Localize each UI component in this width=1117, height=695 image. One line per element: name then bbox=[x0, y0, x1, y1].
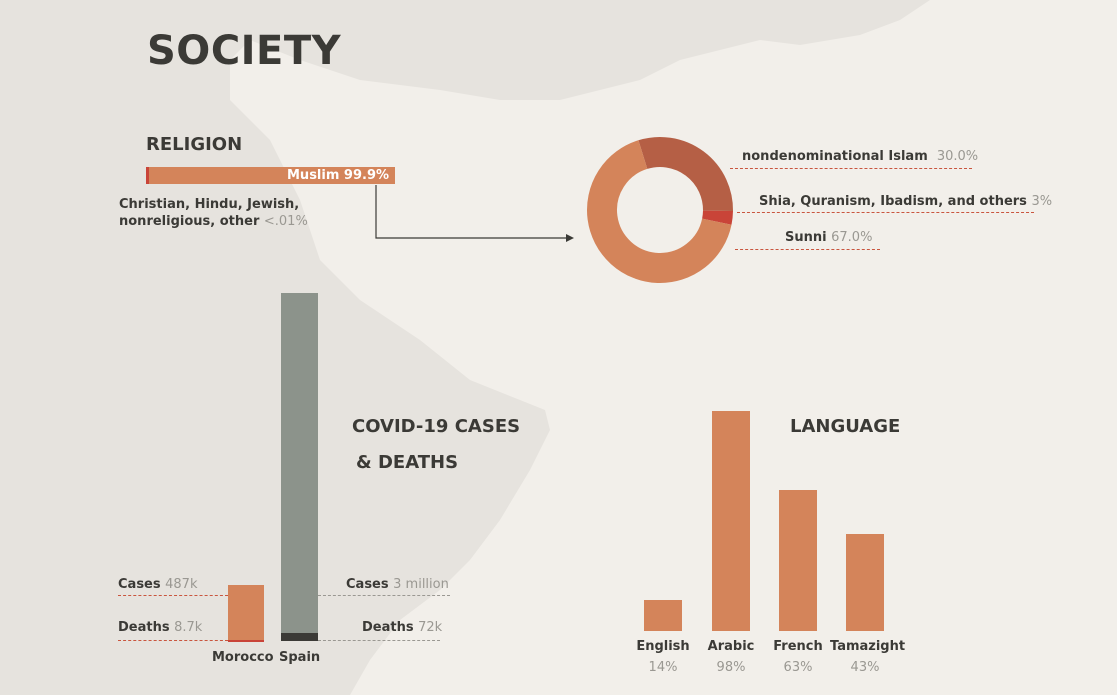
donut-slice-nondenominational bbox=[638, 137, 733, 212]
morocco-cases-value: 487k bbox=[165, 577, 198, 592]
sect-label-nondenominational: nondenominational Islam 30.0% bbox=[742, 149, 978, 164]
language-percent-french: 63% bbox=[783, 660, 813, 675]
other-religion-bar bbox=[146, 167, 149, 184]
language-percent-tamazight: 43% bbox=[850, 660, 880, 675]
language-label-french: French bbox=[773, 639, 823, 654]
sect-label-sunni: Sunni 67.0% bbox=[785, 230, 872, 245]
covid-heading: COVID-19 CASES & DEATHS bbox=[352, 409, 520, 481]
morocco-cases-title: Cases bbox=[118, 577, 161, 592]
covid-heading-line2: & DEATHS bbox=[356, 452, 459, 473]
morocco-deaths-title: Deaths bbox=[118, 620, 170, 635]
donut-slice-sunni bbox=[587, 140, 732, 283]
arrow-head-icon bbox=[566, 234, 574, 242]
spain-cases-label: Cases 3 million bbox=[346, 577, 449, 592]
spain-cases-leader bbox=[318, 595, 450, 596]
morocco-deaths-bar bbox=[228, 640, 264, 642]
language-percent-arabic: 98% bbox=[716, 660, 746, 675]
language-label-arabic: Arabic bbox=[707, 639, 755, 654]
donut-slice-shia bbox=[702, 210, 733, 225]
morocco-deaths-leader bbox=[118, 640, 228, 641]
muslim-bar-label: Muslim 99.9% bbox=[287, 168, 389, 183]
muslim-bar bbox=[146, 167, 395, 184]
sect-value-shia: 3% bbox=[1031, 194, 1053, 209]
covid-heading-line1: COVID-19 CASES bbox=[352, 416, 521, 437]
language-heading: LANGUAGE bbox=[790, 416, 901, 437]
sect-name-nondenominational: nondenominational Islam bbox=[742, 149, 928, 164]
other-religion-label: Christian, Hindu, Jewish, nonreligious, … bbox=[119, 196, 308, 230]
language-bar-french bbox=[779, 489, 817, 631]
language-bar-english bbox=[644, 599, 682, 631]
sect-value-nondenominational: 30.0% bbox=[936, 149, 979, 164]
spain-axis-label: Spain bbox=[279, 650, 321, 665]
sect-name-sunni: Sunni bbox=[785, 230, 827, 245]
language-label-english: English bbox=[636, 639, 690, 654]
spain-deaths-leader bbox=[318, 640, 440, 641]
spain-deaths-value: 72k bbox=[418, 620, 443, 635]
morocco-deaths-value: 8.7k bbox=[174, 620, 203, 635]
spain-cases-value: 3 million bbox=[393, 577, 449, 592]
map-island bbox=[185, 640, 210, 690]
other-religion-value: <.01% bbox=[263, 214, 308, 229]
arrow-line bbox=[375, 185, 568, 239]
language-bar-arabic bbox=[712, 411, 750, 631]
sect-leader-nondenominational bbox=[730, 168, 972, 169]
language-bar-tamazight bbox=[846, 534, 884, 631]
sect-label-shia: Shia, Quranism, Ibadism, and others 3% bbox=[759, 194, 1052, 209]
morocco-cases-bar bbox=[228, 585, 264, 641]
spain-deaths-title: Deaths bbox=[362, 620, 414, 635]
page-title: SOCIETY bbox=[147, 28, 342, 74]
other-religion-label-line1: Christian, Hindu, Jewish, bbox=[119, 197, 300, 212]
spain-deaths-label: Deaths 72k bbox=[362, 620, 442, 635]
language-percent-english: 14% bbox=[648, 660, 678, 675]
sect-donut-chart bbox=[587, 137, 733, 283]
sect-leader-sunni bbox=[735, 249, 880, 250]
morocco-deaths-label: Deaths 8.7k bbox=[118, 620, 202, 635]
spain-cases-bar bbox=[281, 293, 318, 634]
religion-heading: RELIGION bbox=[146, 134, 243, 155]
language-label-tamazight: Tamazight bbox=[830, 639, 906, 654]
sect-name-shia: Shia, Quranism, Ibadism, and others bbox=[759, 194, 1027, 209]
religion-arrow bbox=[375, 185, 574, 242]
spain-cases-title: Cases bbox=[346, 577, 389, 592]
sect-leader-shia bbox=[737, 212, 1034, 213]
morocco-cases-leader bbox=[118, 595, 228, 596]
muslim-label: Muslim bbox=[287, 168, 340, 183]
morocco-axis-label: Morocco bbox=[212, 650, 274, 665]
morocco-cases-label: Cases 487k bbox=[118, 577, 197, 592]
other-religion-label-line2: nonreligious, other bbox=[119, 214, 260, 229]
sect-value-sunni: 67.0% bbox=[831, 230, 873, 245]
spain-deaths-bar bbox=[281, 633, 318, 641]
muslim-value: 99.9% bbox=[343, 168, 390, 183]
